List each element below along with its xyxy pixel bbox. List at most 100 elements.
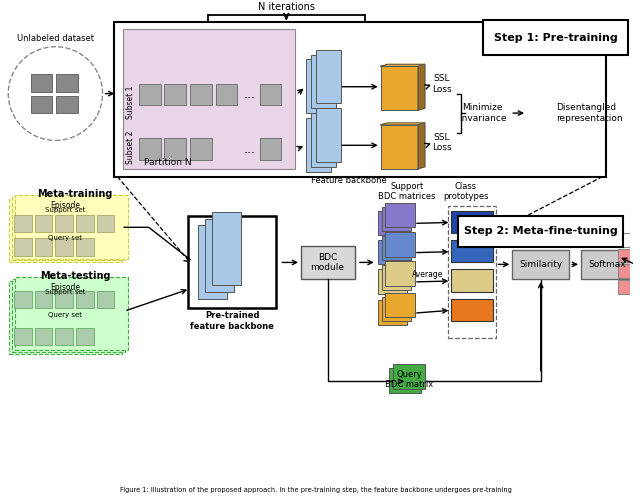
Text: Partition N: Partition N bbox=[144, 158, 191, 167]
Bar bbox=[76, 290, 93, 308]
Polygon shape bbox=[418, 64, 425, 110]
Text: Meta-training: Meta-training bbox=[37, 189, 113, 199]
Bar bbox=[385, 292, 415, 317]
Bar bbox=[381, 266, 411, 290]
Bar bbox=[483, 20, 628, 54]
Bar bbox=[35, 328, 52, 345]
Text: Meta-testing: Meta-testing bbox=[40, 271, 110, 281]
Text: Subset 1: Subset 1 bbox=[125, 86, 134, 119]
Bar bbox=[190, 84, 212, 106]
Bar bbox=[381, 207, 411, 231]
Bar bbox=[451, 270, 493, 291]
Polygon shape bbox=[381, 123, 425, 125]
Text: ...: ... bbox=[244, 142, 256, 156]
Bar bbox=[618, 233, 630, 247]
Text: Query set: Query set bbox=[48, 235, 83, 241]
Text: Feature backbone: Feature backbone bbox=[311, 176, 387, 184]
Bar bbox=[458, 216, 623, 247]
Bar bbox=[306, 118, 332, 172]
Bar bbox=[12, 197, 125, 260]
Bar bbox=[381, 66, 418, 110]
Bar bbox=[260, 84, 282, 106]
Text: Similarity: Similarity bbox=[519, 260, 563, 269]
Bar bbox=[311, 54, 337, 108]
Bar bbox=[618, 280, 630, 293]
Bar bbox=[56, 74, 78, 92]
Text: Query set: Query set bbox=[48, 312, 83, 318]
Bar bbox=[97, 290, 115, 308]
Text: SSL
Loss: SSL Loss bbox=[432, 132, 451, 152]
Bar bbox=[378, 300, 407, 325]
Bar bbox=[316, 50, 341, 104]
Bar bbox=[385, 203, 415, 228]
Bar bbox=[139, 84, 161, 106]
Bar bbox=[35, 290, 52, 308]
Bar bbox=[198, 226, 227, 298]
Bar bbox=[14, 328, 32, 345]
Text: SSL
Loss: SSL Loss bbox=[432, 74, 451, 94]
Bar bbox=[9, 281, 122, 354]
Text: Query
BDC matrix: Query BDC matrix bbox=[385, 370, 433, 389]
Bar bbox=[76, 214, 93, 232]
Bar bbox=[115, 22, 605, 176]
Bar bbox=[35, 238, 52, 256]
Bar bbox=[97, 214, 115, 232]
Bar bbox=[164, 138, 186, 160]
Bar bbox=[139, 138, 161, 160]
Text: Minimize
invariance: Minimize invariance bbox=[459, 104, 506, 123]
Bar bbox=[311, 113, 337, 167]
Bar bbox=[378, 270, 407, 293]
Polygon shape bbox=[418, 123, 425, 168]
Bar bbox=[216, 84, 237, 106]
Text: N iterations: N iterations bbox=[258, 2, 315, 12]
Bar bbox=[76, 328, 93, 345]
Circle shape bbox=[8, 46, 102, 140]
Bar bbox=[581, 250, 635, 279]
Bar bbox=[378, 210, 407, 235]
Bar bbox=[301, 246, 355, 279]
Bar bbox=[385, 232, 415, 256]
Bar bbox=[260, 138, 282, 160]
Text: Episode: Episode bbox=[51, 283, 80, 292]
Bar bbox=[381, 236, 411, 260]
Bar bbox=[512, 250, 569, 279]
Bar bbox=[164, 84, 186, 106]
Bar bbox=[212, 212, 241, 285]
Bar bbox=[449, 206, 495, 338]
Text: Support
BDC matrices: Support BDC matrices bbox=[378, 182, 436, 201]
Bar bbox=[56, 96, 78, 113]
Polygon shape bbox=[381, 64, 425, 66]
Text: Support set: Support set bbox=[45, 207, 85, 213]
Text: Softmax: Softmax bbox=[589, 260, 627, 269]
Bar bbox=[12, 279, 125, 352]
Bar bbox=[124, 29, 295, 168]
Text: Figure 1: Illustration of the proposed approach. In the pre-training step, the f: Figure 1: Illustration of the proposed a… bbox=[120, 487, 512, 493]
Bar bbox=[14, 290, 32, 308]
Text: Subset 2: Subset 2 bbox=[125, 130, 134, 164]
Bar bbox=[31, 74, 52, 92]
Text: Pre-trained
feature backbone: Pre-trained feature backbone bbox=[190, 311, 274, 330]
Text: Step 2: Meta-fine-tuning: Step 2: Meta-fine-tuning bbox=[464, 226, 618, 236]
Bar bbox=[188, 216, 276, 308]
Text: ...: ... bbox=[244, 88, 256, 101]
Bar bbox=[15, 195, 128, 258]
Text: Disentangled
representation: Disentangled representation bbox=[556, 104, 623, 123]
Bar bbox=[14, 214, 32, 232]
Bar bbox=[385, 262, 415, 286]
Bar bbox=[618, 264, 630, 278]
Bar bbox=[306, 60, 332, 113]
Bar bbox=[35, 214, 52, 232]
Bar bbox=[31, 96, 52, 113]
Bar bbox=[56, 238, 73, 256]
Bar bbox=[316, 108, 341, 162]
Bar bbox=[205, 218, 234, 292]
Bar bbox=[9, 199, 122, 262]
Bar bbox=[190, 138, 212, 160]
Bar bbox=[56, 328, 73, 345]
Text: Average: Average bbox=[412, 270, 444, 278]
Text: Episode: Episode bbox=[51, 201, 80, 210]
Bar bbox=[378, 240, 407, 264]
Bar bbox=[15, 277, 128, 350]
Text: Support set: Support set bbox=[45, 289, 85, 295]
Text: Class
prototypes: Class prototypes bbox=[444, 182, 489, 201]
